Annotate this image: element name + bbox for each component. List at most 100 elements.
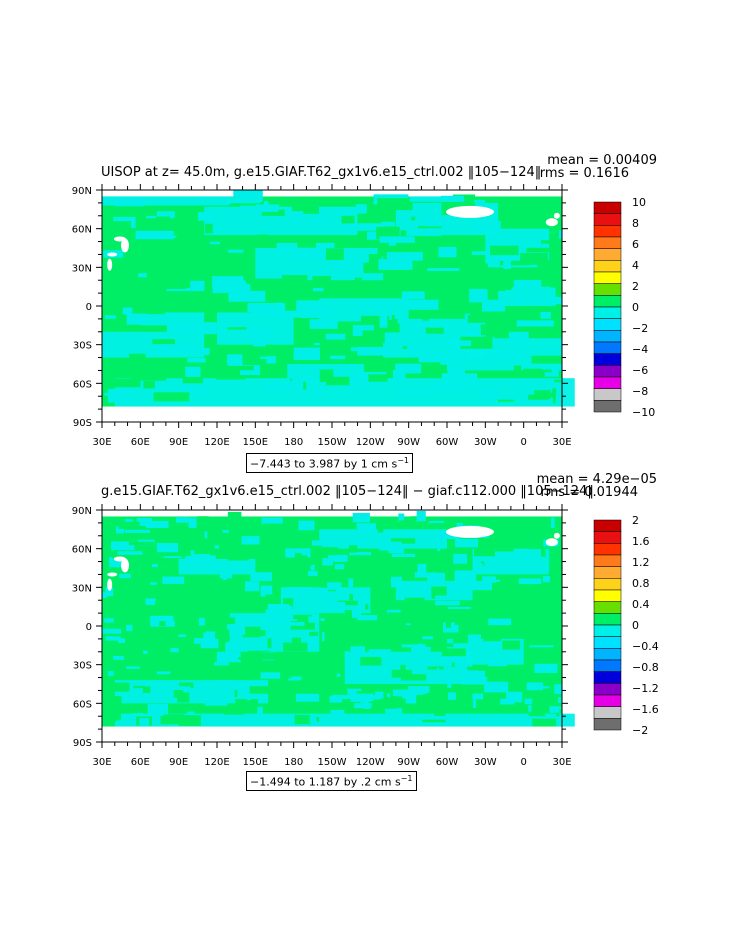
- field-cell: [188, 599, 191, 603]
- field-cell: [302, 663, 306, 673]
- field-cell: [418, 273, 439, 276]
- field-cell: [380, 599, 384, 606]
- field-cell: [538, 595, 545, 604]
- field-cell: [228, 290, 266, 302]
- field-cell: [130, 374, 166, 381]
- field-cell: [183, 387, 210, 396]
- field-cell: [376, 226, 400, 240]
- field-cell: [245, 278, 283, 285]
- field-cell: [218, 328, 225, 337]
- colorbar-label: −2: [632, 724, 648, 737]
- x-tick-label: 90W: [397, 757, 420, 768]
- field-cell: [155, 564, 170, 575]
- field-cell: [447, 606, 472, 609]
- field-cell: [416, 320, 431, 331]
- field-cell: [279, 681, 284, 692]
- field-cell: [551, 517, 555, 528]
- field-cell: [228, 524, 246, 535]
- field-cell: [265, 382, 303, 392]
- field-cell: [436, 667, 440, 672]
- field-cell: [270, 636, 276, 641]
- field-cell: [198, 617, 205, 626]
- field-cell: [332, 261, 364, 270]
- field-cell: [230, 719, 241, 723]
- field-cell: [207, 605, 222, 615]
- field-cell: [156, 343, 194, 354]
- missing-area: [113, 556, 126, 562]
- field-cell: [282, 598, 294, 610]
- field-cell: [404, 597, 425, 608]
- field-cell: [253, 652, 277, 660]
- field-cell: [293, 614, 312, 624]
- field-cell: [486, 280, 512, 291]
- missing-area: [545, 538, 558, 547]
- field-cell: [387, 695, 398, 702]
- colorbar-swatch: [593, 225, 622, 238]
- field-cell: [444, 688, 464, 691]
- x-tick-label: 0: [520, 757, 526, 768]
- cyan-region: [319, 529, 447, 549]
- field-cell: [129, 353, 146, 359]
- field-cell: [293, 347, 321, 360]
- x-tick-label: 120W: [356, 437, 385, 448]
- field-cell: [292, 204, 319, 214]
- field-cell: [118, 521, 140, 529]
- colorbar-swatch: [593, 236, 622, 249]
- field-cell: [467, 580, 493, 591]
- colorbar-label: 1.6: [632, 535, 650, 548]
- field-cell: [158, 696, 166, 703]
- field-cell: [182, 322, 217, 335]
- field-cell: [427, 268, 460, 271]
- colorbar-swatch: [593, 613, 622, 626]
- field-cell: [222, 576, 227, 580]
- field-cell: [312, 275, 331, 284]
- field-cell: [266, 356, 276, 364]
- field-cell: [506, 691, 523, 703]
- x-tick-label: 60W: [436, 437, 459, 448]
- colorbar-swatch: [593, 306, 622, 319]
- field-cell: [304, 638, 320, 649]
- cyan-region: [140, 312, 205, 326]
- field-cell: [381, 221, 395, 227]
- field-cell: [400, 664, 406, 674]
- colorbar-swatch: [593, 648, 622, 661]
- field-cell: [465, 684, 487, 692]
- field-cell: [474, 547, 495, 557]
- field-cell: [250, 572, 272, 582]
- field-cell: [488, 659, 508, 667]
- field-cell: [227, 354, 243, 366]
- field-cell: [476, 263, 489, 276]
- field-cell: [205, 223, 213, 234]
- field-cell: [531, 355, 562, 364]
- field-cell: [134, 302, 165, 315]
- field-cell: [330, 355, 346, 360]
- colorbar-label: 0: [632, 301, 639, 314]
- field-cell: [253, 700, 264, 704]
- field-cell: [143, 650, 148, 654]
- field-cell: [330, 660, 338, 671]
- field-cell: [160, 715, 182, 725]
- field-cell: [200, 638, 219, 649]
- field-cell: [556, 716, 562, 725]
- field-cell: [402, 299, 439, 310]
- field-cell: [350, 646, 365, 657]
- field-cell: [528, 705, 532, 714]
- field-cell: [177, 692, 190, 703]
- field-cell: [352, 512, 370, 523]
- y-tick-label: 90S: [73, 738, 92, 749]
- colorbar-label: 6: [632, 238, 639, 251]
- colorbar-swatch: [593, 213, 622, 226]
- field-cell: [125, 666, 140, 669]
- field-cell: [356, 523, 377, 535]
- plot2-rms: rms = 0.01944: [540, 485, 638, 500]
- field-cell: [534, 663, 558, 673]
- field-cell: [227, 327, 260, 330]
- field-cell: [406, 623, 411, 626]
- colorbar-swatch: [593, 388, 622, 401]
- field-cell: [257, 706, 263, 717]
- field-cell: [303, 587, 328, 593]
- field-cell: [263, 540, 283, 545]
- field-cell: [401, 291, 425, 300]
- field-cell: [368, 649, 392, 657]
- y-tick-label: 30N: [72, 263, 92, 274]
